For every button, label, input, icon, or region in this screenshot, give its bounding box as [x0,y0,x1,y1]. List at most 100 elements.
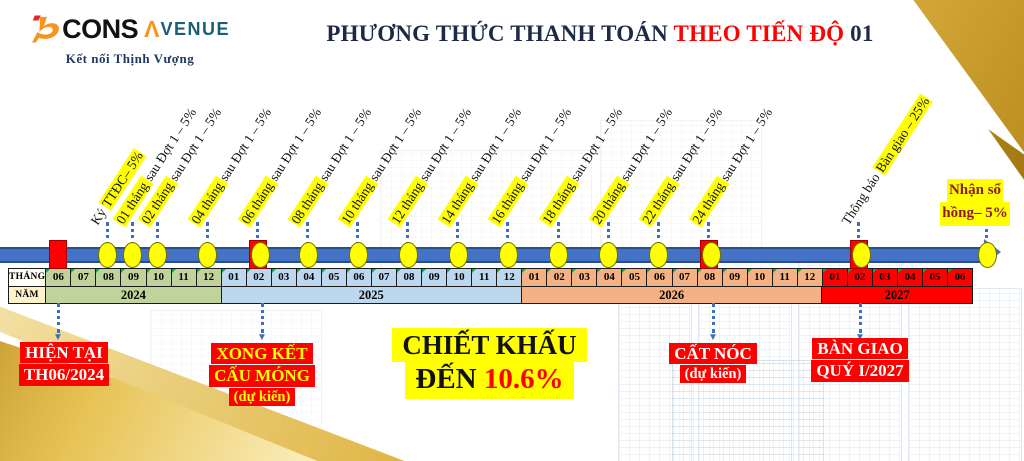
callout-line: HIỆN TẠI [20,342,108,364]
milestone-connector [306,222,310,246]
month-cell: 07 [70,269,96,286]
month-header-cell: THÁNG [9,269,47,286]
milestone-label-segment: sau Đợt 1 – 5% [265,105,325,184]
down-arrow-topping-out [708,303,718,343]
callout-line: CẤU MÓNG [209,365,315,387]
handover-note: Nhận sổ hồng– 5% [932,179,1018,226]
milestone-label: Ký TTĐC– 5% [86,147,147,228]
down-arrow-foundation [257,303,267,343]
discount-percent: 10.6% [483,363,564,396]
month-cell: 09 [421,269,447,286]
title-part-red: THEO TIẾN ĐỘ [673,21,851,46]
month-cell: 02 [546,269,572,286]
milestone-label-segment: sau Đợt 1 – 5% [165,105,224,184]
month-cell: 01 [521,269,547,286]
milestone-connector [105,222,109,246]
page-title: PHƯƠNG THỨC THANH TOÁN THEO TIẾN ĐỘ 01 [285,21,915,47]
year-header-cell: NĂM [9,287,46,303]
callout-xong-ket-cau-mong: XONG KẾT CẤU MÓNG (dự kiến) [197,342,327,406]
milestone-label: 06 tháng sau Đợt 1 – 5% [237,105,325,228]
month-cell: 03 [871,269,897,286]
month-cell: 04 [596,269,622,286]
callout-line: TH06/2024 [18,364,110,386]
month-cell: 10 [446,269,472,286]
schedule-table: THÁNG 06 07 08 09 10 11 12 01 02 03 04 05 06 07 08 09 10… [8,268,973,304]
callout-line: XONG KẾT [211,343,313,365]
brand-logo: CONS Λ VENUE Kết nối Thịnh Vượng [30,10,230,67]
month-cell: 12 [496,269,522,286]
milestone-label-segment: sau Đợt 1 – 5% [316,105,375,184]
brand-venue: VENUE [160,19,230,39]
milestone-label-segment: Ký [87,202,111,228]
discount-den: ĐẾN [415,363,484,396]
callout-cat-noc: CẤT NÓC (dự kiến) [653,342,773,384]
month-cell: 06 [947,269,973,286]
brand-tagline: Kết nối Thịnh Vượng [65,51,195,66]
month-cell: 04 [295,269,321,286]
milestone-label-segment: 08 tháng [287,175,329,228]
title-part-dark2: 01 [850,21,874,46]
building-sketch-icon [908,288,1022,461]
discount-line1: CHIẾT KHẤU [392,328,587,363]
down-arrow-handover [855,303,865,343]
milestone-label: Thông báo Bàn giao – 25% [838,93,934,228]
down-arrow-current [53,303,63,343]
callout-ban-giao: BÀN GIAO QUÝ I/2027 [796,337,924,382]
milestone-label: 08 tháng sau Đợt 1 – 5% [287,105,375,228]
months-table-row: THÁNG 06 07 08 09 10 11 12 01 02 03 04 05 06 07 08 09 10… [9,269,973,286]
milestone-connector [130,222,134,246]
milestone-label-segment: Thông báo [838,167,885,228]
callout-line: (dự kiến) [228,387,296,406]
month-cell: 07 [671,269,697,286]
milestone-label-segment: 04 tháng [187,175,229,228]
year-cell: 2024 [46,287,221,303]
month-cell: 10 [746,269,772,286]
month-cell: 12 [195,269,221,286]
milestone-label-segment: sau Đợt 1 – 5% [215,105,274,184]
callout-hien-tai: HIỆN TẠI TH06/2024 [8,341,120,386]
year-cell: 2026 [520,287,822,303]
handover-note-line: hồng– 5% [940,202,1010,226]
year-cell: 2025 [220,287,521,303]
callout-line: (dự kiến) [679,365,747,384]
years-table-row: NĂM 2024 2025 2026 2027 [9,286,972,303]
handover-note-line: Nhận sổ [946,179,1004,203]
month-cell: 05 [621,269,647,286]
month-cell: 08 [396,269,422,286]
month-cell: 03 [571,269,597,286]
discount-line2: ĐẾN 10.6% [405,362,574,400]
month-cell: 06 [345,269,371,286]
month-cell: 09 [721,269,747,286]
month-cell: 05 [320,269,346,286]
milestone-label-segment: 02 tháng [137,175,179,228]
brand-b-icon [32,15,59,43]
month-cell: 08 [696,269,722,286]
month-cell: 11 [771,269,797,286]
month-cell: 02 [245,269,271,286]
year-cell: 2027 [821,287,972,303]
month-cell: 06 [646,269,672,286]
month-cell: 10 [145,269,171,286]
milestone-label-segment: TTĐC– 5% [98,147,147,211]
month-cell: 11 [170,269,196,286]
milestone-label-segment: sau Đợt 1 – 5% [140,105,199,184]
milestone-label: 02 tháng sau Đợt 1 – 5% [136,105,224,228]
month-cell: 07 [370,269,396,286]
title-part-dark1: PHƯƠNG THỨC THANH TOÁN [326,21,674,46]
month-cell: 01 [821,269,847,286]
month-cell: 04 [896,269,922,286]
milestone-connector [255,222,259,246]
month-cell: 01 [220,269,246,286]
brand-cons: CONS [62,13,139,44]
milestone-connector [205,222,209,246]
month-cell: 06 [46,269,71,286]
month-cell: 11 [471,269,497,286]
callout-line: QUÝ I/2027 [811,360,909,382]
month-cell: 03 [270,269,296,286]
month-cell: 08 [95,269,121,286]
milestone-label: 01 tháng sau Đợt 1 – 5% [111,105,199,228]
timeline-arrow-icon [984,239,1001,265]
month-cell: 12 [796,269,822,286]
callout-line: CẤT NÓC [669,343,757,365]
